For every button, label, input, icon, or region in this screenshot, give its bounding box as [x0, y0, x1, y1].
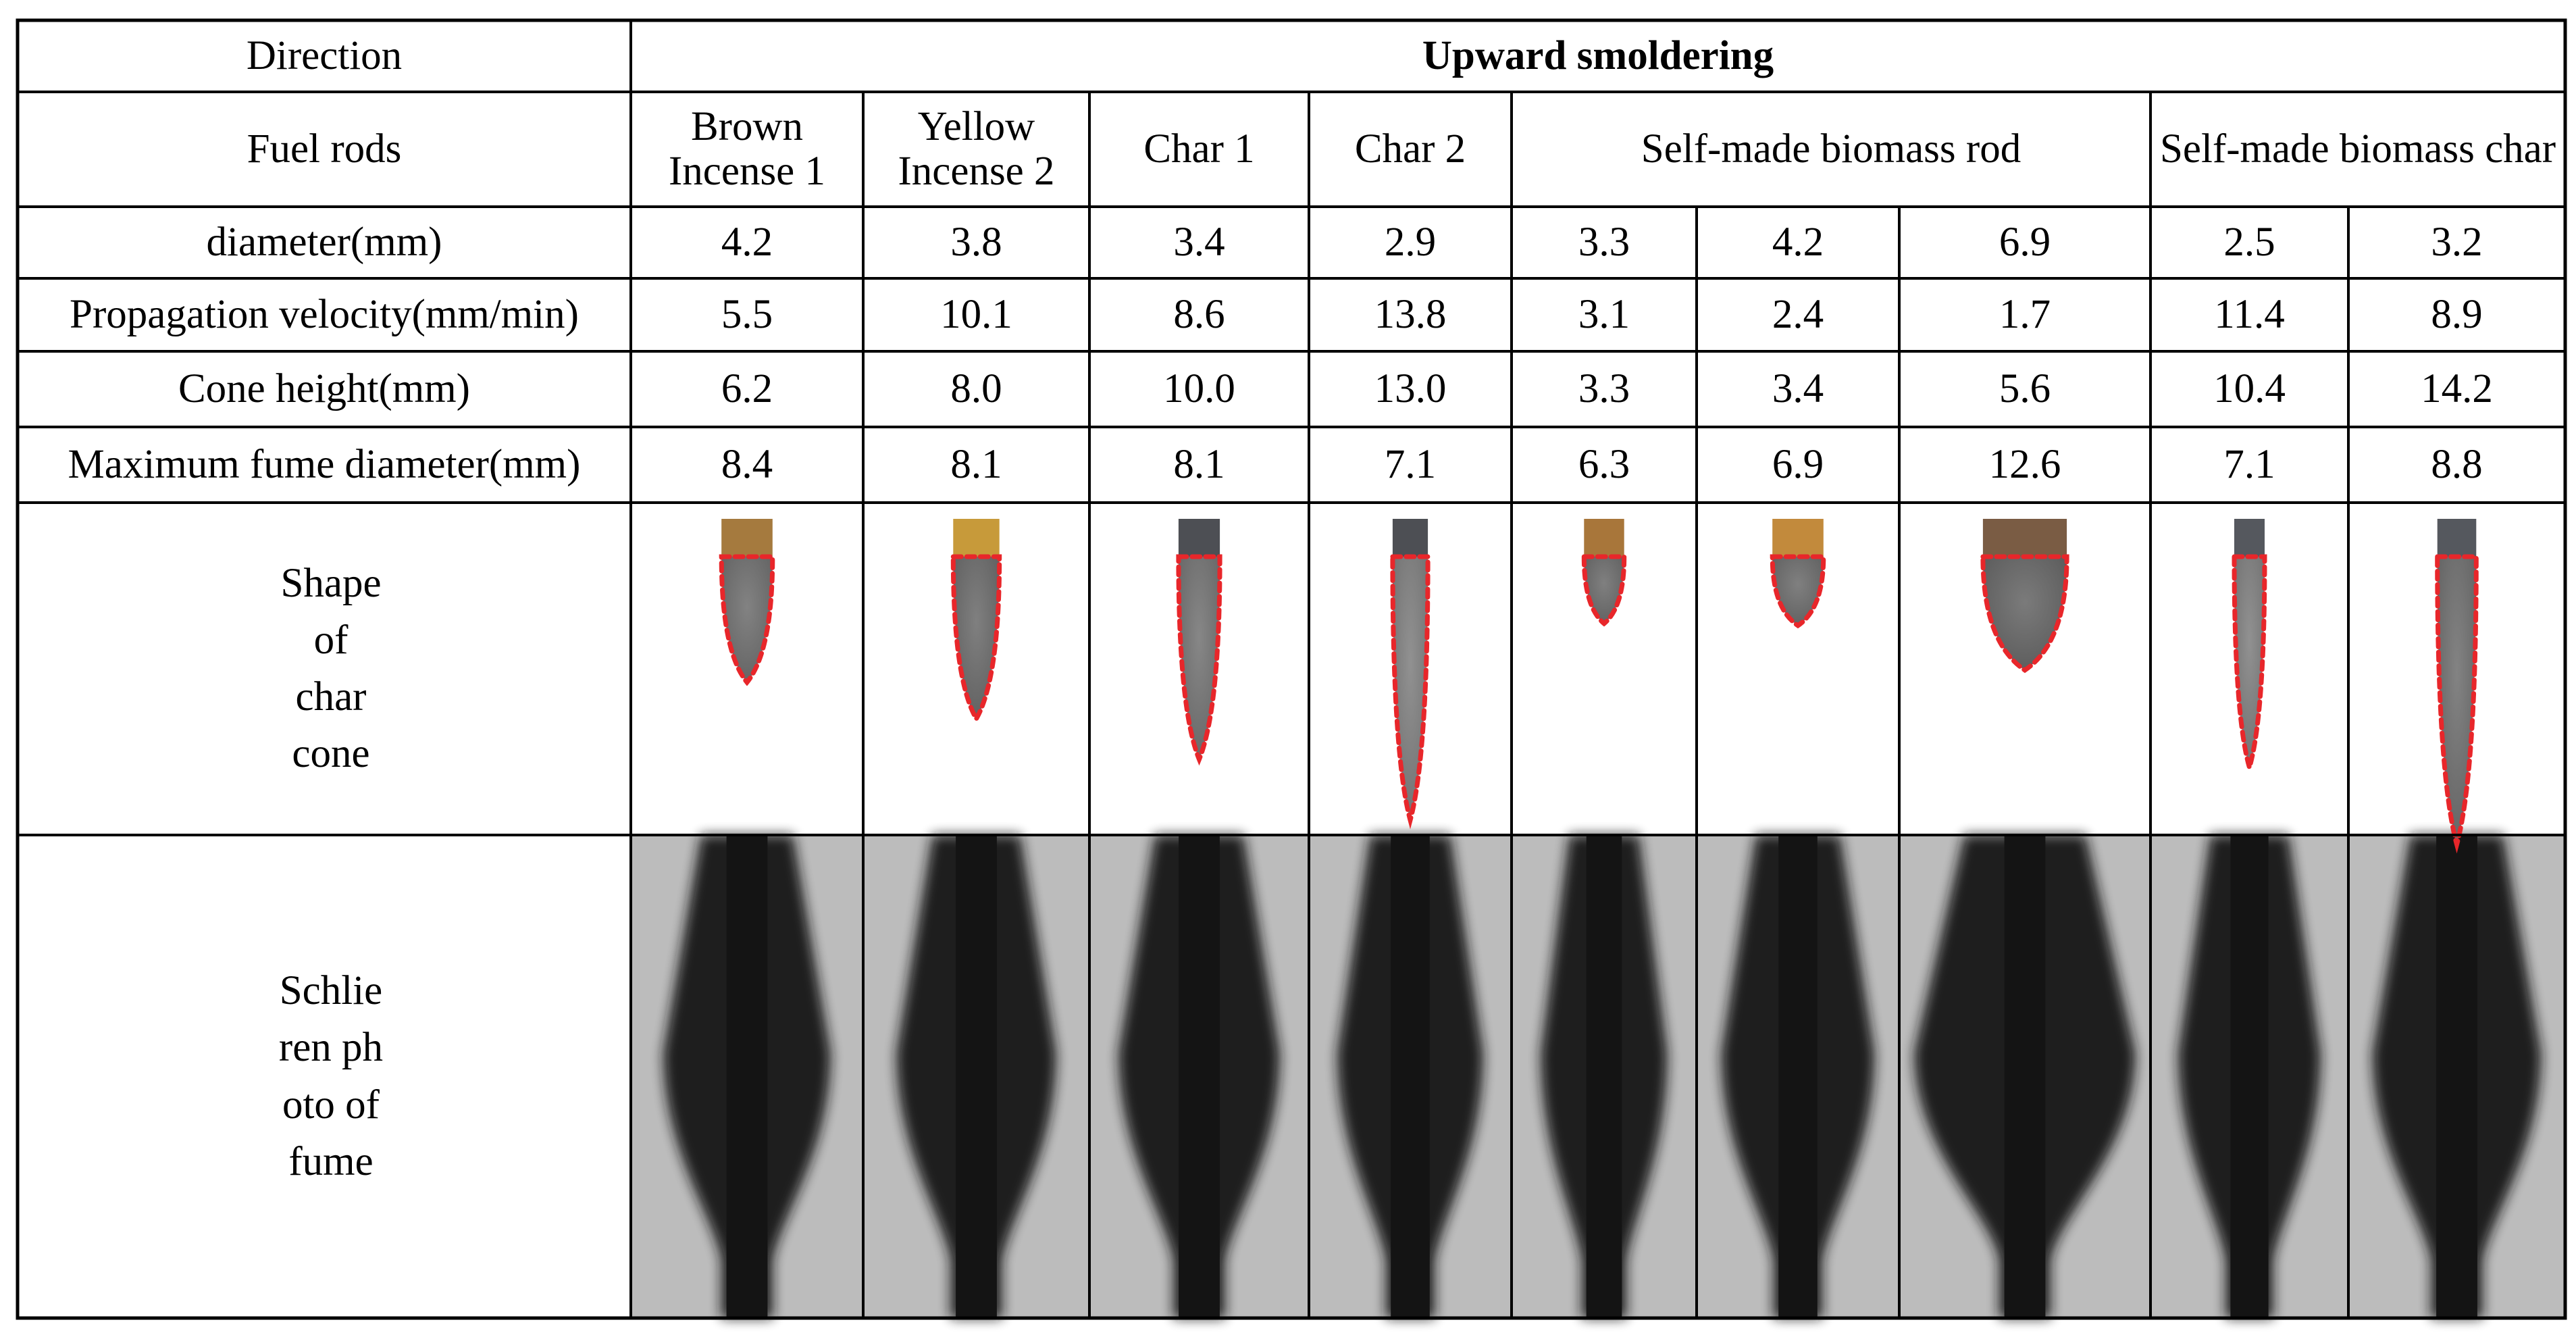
- char-cone: [950, 519, 1002, 724]
- cone-height-value: 5.6: [1999, 366, 2051, 412]
- cone-height-value: 14.2: [2421, 366, 2493, 412]
- table-grid-lines: [16, 18, 2567, 1320]
- schlieren-photo: [2348, 835, 2565, 1318]
- max-fume-diameter-value: 8.8: [2431, 442, 2483, 488]
- fuel-rod-yellow-incense-2: Yellow Incense 2: [898, 104, 1055, 194]
- propagation-velocity-label: Propagation velocity(mm/min): [70, 292, 579, 338]
- diameter-value: 3.4: [1173, 220, 1225, 266]
- fuel-rod-char-1: Char 1: [1143, 126, 1255, 172]
- diameter-label: diameter(mm): [206, 220, 442, 266]
- schlieren-photo: [2150, 835, 2348, 1318]
- fuel-rod-self-made-biomass-char: Self-made biomass char: [2159, 126, 2556, 172]
- cone-height-value: 10.4: [2213, 366, 2286, 412]
- max-fume-diameter-label: Maximum fume diameter(mm): [68, 442, 581, 488]
- diameter-value: 4.2: [721, 220, 773, 266]
- max-fume-diameter-value: 6.9: [1772, 442, 1824, 488]
- max-fume-diameter-value: 7.1: [2223, 442, 2275, 488]
- propagation-velocity-value: 2.4: [1772, 292, 1824, 338]
- propagation-velocity-value: 10.1: [940, 292, 1012, 338]
- propagation-velocity-value: 1.7: [1999, 292, 2051, 338]
- schlieren-photo: [1309, 835, 1512, 1318]
- fuel-rod-brown-incense-1: Brown Incense 1: [668, 104, 826, 194]
- propagation-velocity-value: 5.5: [721, 292, 773, 338]
- cone-height-value: 3.3: [1578, 366, 1630, 412]
- char-cone: [1980, 519, 2069, 674]
- char-cone: [1770, 519, 1826, 629]
- propagation-velocity-value: 3.1: [1578, 292, 1630, 338]
- propagation-velocity-value: 13.8: [1374, 292, 1447, 338]
- max-fume-diameter-value: 8.4: [721, 442, 773, 488]
- schlieren-photo: [1089, 835, 1309, 1318]
- table-border: [16, 18, 2567, 1320]
- fuel-rod-char-2: Char 2: [1354, 126, 1466, 172]
- cone-height-value: 13.0: [1374, 366, 1447, 412]
- char-cone: [1176, 519, 1222, 766]
- shape-of-char-cone-label: Shape of char cone: [280, 560, 382, 777]
- propagation-velocity-value: 8.6: [1173, 292, 1225, 338]
- diameter-value: 2.9: [1384, 220, 1437, 266]
- char-cone-layer: [719, 519, 2479, 854]
- max-fume-diameter-value: 8.1: [1173, 442, 1225, 488]
- max-fume-diameter-value: 6.3: [1578, 442, 1630, 488]
- direction-label: Direction: [246, 33, 403, 79]
- max-fume-diameter-value: 12.6: [1988, 442, 2061, 488]
- schlieren-photo: [1899, 835, 2150, 1318]
- schlieren-photo: [1512, 835, 1697, 1318]
- cone-height-label: Cone height(mm): [178, 366, 470, 412]
- char-cone: [719, 519, 775, 686]
- char-cone: [2232, 519, 2267, 776]
- cone-height-value: 6.2: [721, 366, 773, 412]
- diameter-value: 3.2: [2431, 220, 2483, 266]
- diameter-value: 6.9: [1999, 220, 2051, 266]
- propagation-velocity-value: 8.9: [2431, 292, 2483, 338]
- fuel-rods-label: Fuel rods: [247, 126, 402, 172]
- diameter-value: 3.8: [950, 220, 1002, 266]
- schlieren-photo-layer: [631, 835, 2565, 1318]
- cone-height-value: 10.0: [1163, 366, 1235, 412]
- char-cone: [1581, 519, 1627, 627]
- char-cone: [2435, 519, 2479, 854]
- char-cone: [1390, 519, 1431, 830]
- schlieren-photo: [863, 835, 1089, 1318]
- schlieren-photo: [631, 835, 863, 1318]
- max-fume-diameter-value: 8.1: [950, 442, 1002, 488]
- fuel-rod-self-made-biomass-rod: Self-made biomass rod: [1641, 126, 2021, 172]
- schlieren-photo-label: Schlieren photo of fume: [278, 968, 384, 1184]
- max-fume-diameter-value: 7.1: [1384, 442, 1437, 488]
- diameter-value: 3.3: [1578, 220, 1630, 266]
- diameter-value: 4.2: [1772, 220, 1824, 266]
- direction-value: Upward smoldering: [1422, 33, 1774, 79]
- cone-height-value: 3.4: [1772, 366, 1824, 412]
- diameter-value: 2.5: [2223, 220, 2275, 266]
- propagation-velocity-value: 11.4: [2214, 292, 2285, 338]
- schlieren-photo: [1697, 835, 1899, 1318]
- cone-height-value: 8.0: [950, 366, 1002, 412]
